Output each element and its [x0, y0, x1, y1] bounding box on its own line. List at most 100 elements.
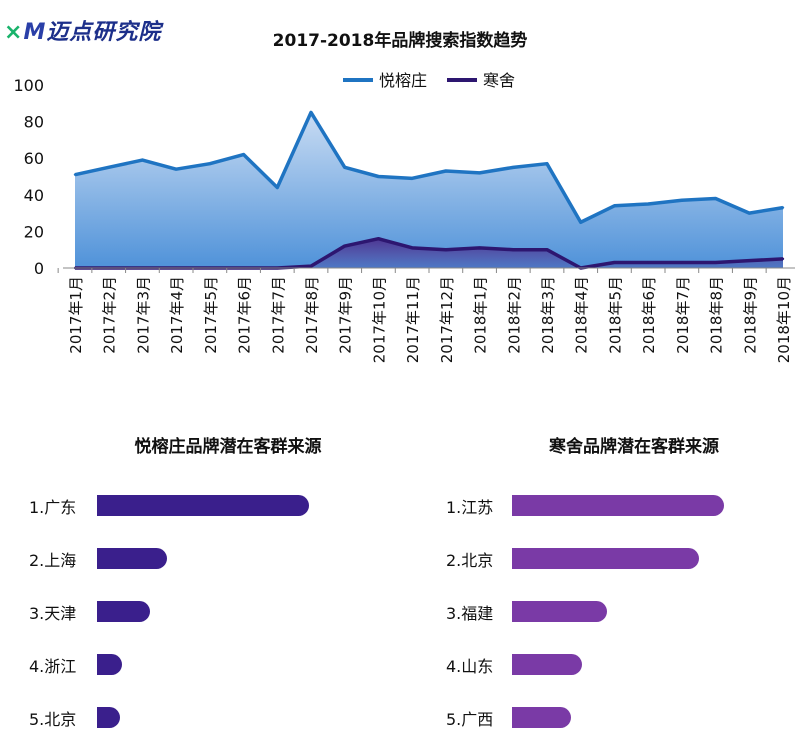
data-point: [781, 206, 785, 209]
data-point: [73, 173, 77, 176]
data-point: [141, 158, 144, 162]
x-tick-label: 2018年10月: [775, 276, 793, 363]
ranking-bar: [97, 548, 167, 569]
data-point: [714, 197, 717, 200]
data-point: [242, 153, 245, 156]
y-tick-label: 40: [24, 186, 44, 205]
x-tick-label: 2018年2月: [505, 276, 523, 354]
data-point: [377, 175, 380, 178]
ranking-label: 2.上海: [29, 551, 77, 570]
ranking-label: 5.北京: [29, 710, 77, 729]
ranking-bar: [512, 548, 699, 569]
right-ranking-title: 寒舍品牌潜在客群来源: [549, 437, 719, 457]
left-ranking-title: 悦榕庄品牌潜在客群来源: [134, 437, 322, 457]
ranking-bar: [512, 654, 582, 675]
data-point: [343, 166, 346, 169]
x-tick-label: 2018年1月: [472, 276, 490, 354]
y-tick-label: 60: [24, 149, 44, 168]
x-tick-label: 2017年10月: [370, 276, 388, 363]
data-point: [646, 202, 650, 206]
ranking-label: 5.广西: [446, 710, 494, 729]
data-point: [579, 221, 582, 224]
data-point: [748, 259, 751, 262]
chart-legend: 悦榕庄 寒舍: [343, 71, 515, 90]
ranking-bar: [512, 495, 724, 516]
x-tick-label: 2017年6月: [236, 276, 254, 354]
legend-label: 寒舍: [483, 71, 515, 90]
data-point: [107, 166, 110, 169]
data-point: [545, 248, 549, 251]
trend-chart: 0 20 40 60 80 100 2017年1月 2017年2月 2017年3月 2017年4…: [13, 71, 795, 363]
x-tick-label: 2017年4月: [168, 276, 186, 354]
x-tick-label: 2017年1月: [67, 276, 85, 354]
x-tick-label: 2018年9月: [741, 276, 759, 354]
data-point: [377, 237, 380, 240]
data-point: [781, 257, 785, 261]
data-point: [512, 166, 515, 169]
x-tick-label: 2018年5月: [606, 276, 624, 354]
x-axis: 2017年1月 2017年2月 2017年3月 2017年4月 2017年5月 2017年…: [57, 267, 795, 363]
x-tick-label: 2017年7月: [269, 276, 287, 354]
ranking-label: 4.浙江: [29, 657, 77, 676]
y-axis: 0 20 40 60 80 100: [13, 76, 44, 278]
legend-label: 悦榕庄: [379, 71, 427, 90]
data-point: [613, 261, 616, 264]
data-point: [410, 177, 414, 180]
series-line-1: [74, 110, 784, 224]
series-area-1: [75, 112, 783, 268]
data-point: [343, 244, 346, 248]
data-point: [309, 111, 313, 114]
series-area-2: [75, 238, 783, 268]
x-tick-label: 2017年12月: [438, 276, 456, 363]
x-tick-label: 2017年5月: [202, 276, 220, 354]
ranking-bar: [512, 707, 572, 728]
ranking-label: 4.山东: [446, 657, 494, 676]
x-tick-label: 2018年3月: [539, 276, 557, 354]
ranking-label: 3.天津: [29, 604, 77, 623]
data-point: [545, 162, 549, 165]
y-tick-label: 20: [24, 222, 44, 241]
data-point: [309, 264, 313, 268]
brand-logo: ×M迈点研究院: [4, 14, 161, 46]
ranking-bar: [97, 707, 121, 728]
ranking-label: 1.江苏: [446, 498, 494, 517]
x-tick-label: 2017年8月: [303, 276, 321, 354]
x-tick-label: 2018年8月: [708, 276, 726, 354]
data-point: [276, 186, 279, 189]
ranking-bar: [97, 495, 309, 516]
data-point: [444, 169, 448, 173]
ranking-label: 2.北京: [446, 551, 494, 570]
data-point: [680, 261, 684, 264]
x-tick-label: 2017年3月: [134, 276, 152, 354]
data-point: [174, 167, 178, 171]
x-tick-label: 2018年6月: [640, 276, 658, 354]
data-point: [444, 248, 448, 251]
y-tick-label: 100: [13, 76, 44, 95]
ranking-bar: [512, 601, 608, 622]
logo-mark-prefix: ×: [4, 20, 24, 45]
ranking-bar: [97, 601, 150, 622]
x-tick-label: 2017年9月: [337, 276, 355, 354]
data-point: [714, 261, 717, 264]
main-chart-title: 2017-2018年品牌搜索指数趋势: [272, 31, 528, 51]
ranking-label: 3.福建: [446, 604, 494, 623]
data-point: [613, 204, 616, 207]
data-point: [410, 246, 414, 250]
ranking-bar: [97, 654, 123, 675]
x-tick-label: 2018年7月: [674, 276, 692, 354]
data-point: [748, 211, 751, 215]
logo-mark: M: [23, 20, 47, 45]
data-point: [478, 171, 481, 175]
ranking-label: 1.广东: [29, 498, 77, 517]
logo-text: 迈点研究院: [46, 20, 162, 45]
data-point: [680, 199, 684, 202]
x-tick-label: 2018年4月: [573, 276, 591, 354]
y-tick-label: 0: [34, 259, 44, 278]
data-point: [646, 261, 650, 264]
data-point: [512, 248, 515, 251]
x-tick-label: 2017年11月: [404, 276, 422, 363]
y-tick-label: 80: [24, 113, 44, 132]
data-point: [478, 246, 481, 250]
x-tick-label: 2017年2月: [101, 276, 119, 354]
data-point: [208, 162, 212, 165]
